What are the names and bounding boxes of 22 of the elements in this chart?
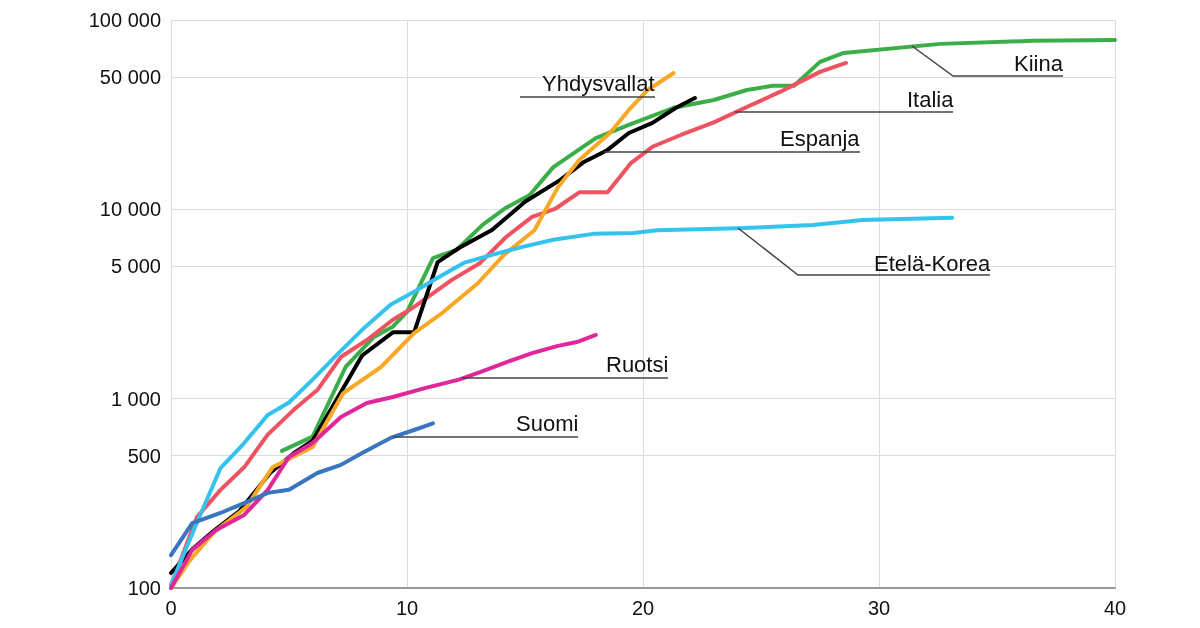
text: Italia — [907, 87, 954, 112]
series-label: Yhdysvallat — [542, 71, 655, 96]
y-tick-label: 50 000 — [99, 66, 161, 88]
x-tick-label: 10 — [395, 597, 419, 619]
series-label: Kiina — [1014, 51, 1063, 76]
series-label: Etelä-Korea — [874, 251, 991, 276]
x-tick-label: 40 — [1103, 597, 1127, 619]
line-series — [169, 421, 435, 558]
line-series — [279, 37, 1117, 453]
series-label: Ruotsi — [606, 352, 669, 377]
y-tick-label: 100 000 — [88, 9, 161, 31]
y-tick-label: 1 000 — [110, 387, 161, 410]
x-tick-label: 20 — [631, 597, 655, 619]
y-tick-label: 500 — [127, 444, 161, 467]
text: Suomi — [516, 411, 579, 436]
y-tick-label: 5 000 — [110, 255, 161, 278]
y-tick-label: 10 000 — [99, 198, 161, 221]
x-tick-label: 0 — [165, 597, 177, 619]
line-series — [169, 332, 598, 590]
x-tick-label: 30 — [867, 597, 891, 619]
y-tick-label: 100 — [127, 577, 161, 599]
text: Espanja — [780, 126, 860, 151]
